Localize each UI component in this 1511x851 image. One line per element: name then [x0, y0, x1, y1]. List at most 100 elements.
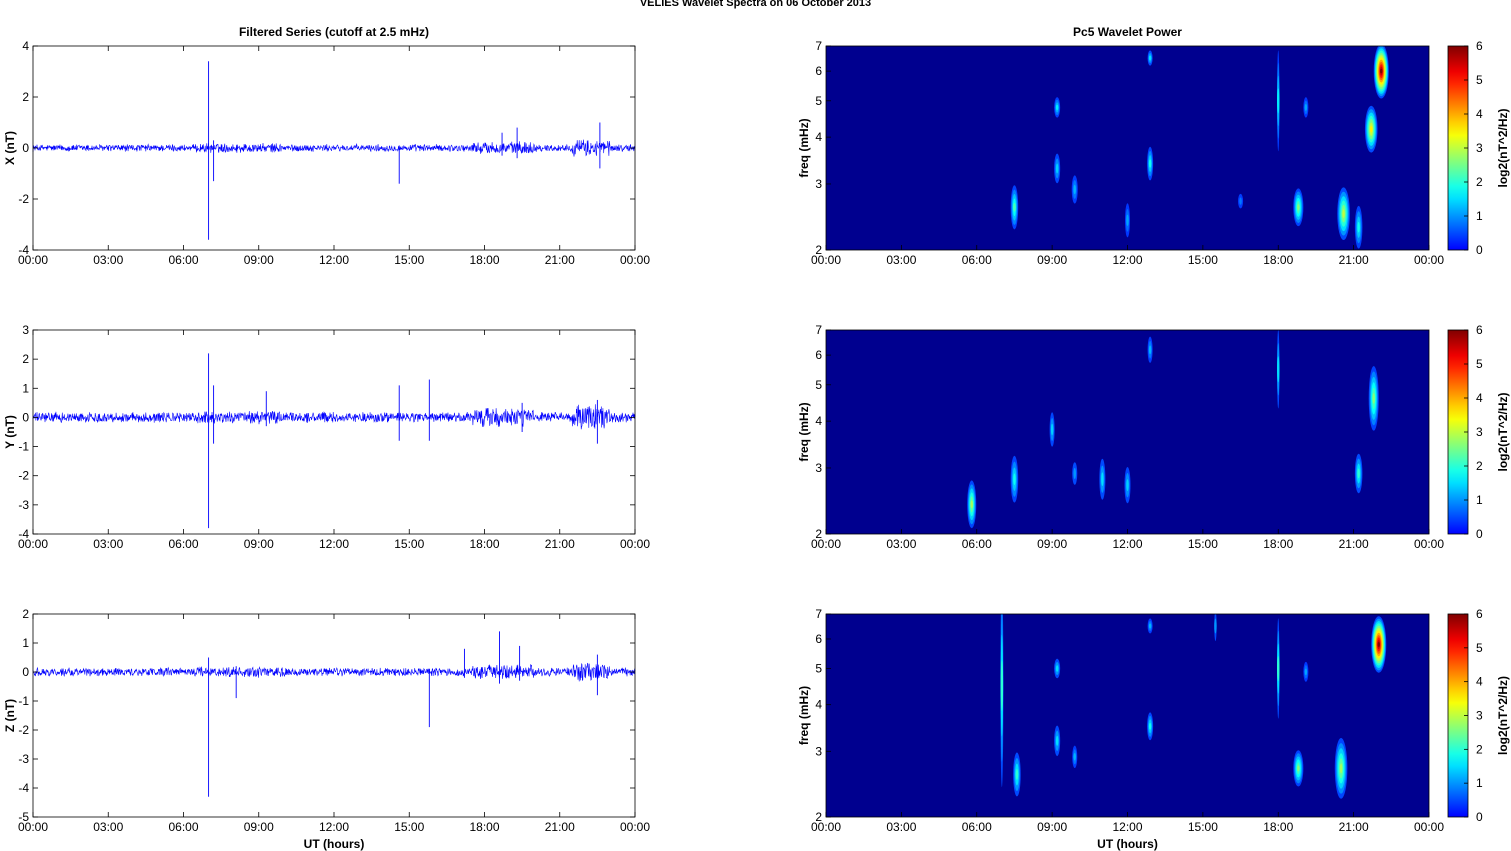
power-x-power-blob	[1380, 68, 1383, 74]
filtered-z-panel: -5 -4 -3 -2 -1 0 1 2 00:00 03:00 06:00 09:00 12:00 15…	[3, 607, 650, 834]
power-y-colorbar-tick-label: 2	[1476, 459, 1483, 473]
filtered-z-ytick-label: -3	[18, 752, 29, 766]
power-x-power-blob	[1073, 184, 1076, 195]
filtered-y-ytick-label: -1	[18, 440, 29, 454]
power-z-ytick-label: 3	[815, 744, 822, 758]
power-z-ytick-label: 4	[815, 698, 822, 712]
filtered-y-ytick-label: -2	[18, 469, 29, 483]
power-x-xtick-label: 00:00	[1414, 253, 1444, 267]
power-x-power-blob	[1055, 163, 1059, 174]
power-z-xtick-label: 09:00	[1037, 820, 1067, 834]
filtered-z-xtick-label: 00:00	[18, 820, 48, 834]
power-y-colorbar-tick-label: 6	[1476, 323, 1483, 337]
power-x-xtick-label: 12:00	[1112, 253, 1142, 267]
power-x-xtick-label: 03:00	[886, 253, 916, 267]
power-y-power-blob	[1277, 356, 1280, 383]
power-y-ytick-label: 5	[815, 378, 822, 392]
filtered-x-xtick-label: 03:00	[93, 253, 123, 267]
power-x-power-blob	[1148, 159, 1152, 168]
power-x-power-blob	[1126, 214, 1129, 226]
power-x-xtick-label: 15:00	[1188, 253, 1218, 267]
filtered-y-ytick-label: -4	[18, 527, 29, 541]
power-z-power-blob	[1377, 642, 1380, 647]
filtered-y-xtick-label: 06:00	[168, 537, 198, 551]
power-y-power-blob	[1013, 473, 1016, 486]
power-z-power-blob	[1297, 765, 1300, 772]
filtered-y-ytick-label: 0	[22, 410, 29, 424]
filtered-x-ytick-label: -4	[18, 243, 29, 257]
power-y-ytick-label: 7	[815, 323, 822, 337]
power-z-background	[826, 614, 1429, 817]
filtered-z-xtick-label: 09:00	[244, 820, 274, 834]
power-x-power-blob	[1370, 125, 1373, 133]
power-z-colorbar-tick-label: 5	[1476, 641, 1483, 655]
power-z-ytick-label: 5	[815, 662, 822, 676]
power-y-xtick-label: 12:00	[1112, 537, 1142, 551]
power-y-ytick-label: 6	[815, 348, 822, 362]
power-y-xtick-label: 03:00	[886, 537, 916, 551]
power-x-colorbar-label: log2(nT^2/Hz)	[1496, 108, 1510, 187]
filtered-x-xtick-label: 12:00	[319, 253, 349, 267]
figure-title: VELIES Wavelet Spectra on 06 October 201…	[639, 0, 872, 9]
power-y-xtick-label: 00:00	[1414, 537, 1444, 551]
power-y-colorbar-tick-label: 0	[1476, 527, 1483, 541]
power-z-power-blob	[1148, 623, 1152, 629]
power-y-panel: 2 3 4 5 6 7 00:00 03:00 06:00 09:00 12:00 15:00 18:0…	[797, 323, 1510, 551]
power-y-power-blob	[1050, 423, 1054, 436]
power-z-power-blob	[1277, 655, 1280, 682]
filtered-z-ytick-label: 2	[22, 607, 29, 621]
filtered-y-ylabel: Y (nT)	[3, 415, 17, 449]
power-y-power-blob	[1372, 392, 1375, 404]
power-y-xtick-label: 15:00	[1188, 537, 1218, 551]
power-y-xtick-label: 18:00	[1263, 537, 1293, 551]
power-y-colorbar-tick-label: 4	[1476, 391, 1483, 405]
filtered-y-xtick-label: 15:00	[394, 537, 424, 551]
power-y-power-blob	[1148, 345, 1152, 355]
filtered-x-trace	[32, 139, 636, 157]
power-x-xtick-label: 00:00	[811, 253, 841, 267]
power-z-colorbar-tick-label: 4	[1476, 675, 1483, 689]
power-y-xtick-label: 06:00	[962, 537, 992, 551]
filtered-x-xtick-label: 06:00	[168, 253, 198, 267]
power-x-xtick-label: 18:00	[1263, 253, 1293, 267]
left-column-title: Filtered Series (cutoff at 2.5 mHz)	[239, 25, 429, 39]
power-x-power-blob	[1148, 55, 1152, 61]
power-y-colorbar-tick-label: 1	[1476, 493, 1483, 507]
power-y-power-blob	[1101, 472, 1104, 487]
filtered-y-plot-area	[33, 330, 635, 534]
power-z-ytick-label: 6	[815, 632, 822, 646]
filtered-y-xtick-label: 09:00	[244, 537, 274, 551]
filtered-x-panel: -4 -2 0 2 4 00:00 03:00 06:00 09:00 12:00 15:00 18:…	[3, 39, 650, 267]
filtered-x-xtick-label: 18:00	[469, 253, 499, 267]
power-x-colorbar-tick-label: 1	[1476, 209, 1483, 223]
power-x-ylabel: freq (mHz)	[797, 118, 811, 177]
filtered-y-ytick-label: -3	[18, 498, 29, 512]
power-y-ytick-label: 4	[815, 414, 822, 428]
power-x-power-blob	[1342, 209, 1345, 219]
filtered-y-xtick-label: 03:00	[93, 537, 123, 551]
power-x-power-blob	[1304, 104, 1308, 111]
filtered-y-xtick-label: 00:00	[18, 537, 48, 551]
filtered-x-xtick-label: 00:00	[620, 253, 650, 267]
power-z-xtick-label: 03:00	[886, 820, 916, 834]
filtered-x-xtick-label: 00:00	[18, 253, 48, 267]
power-x-ytick-label: 4	[815, 130, 822, 144]
power-z-power-blob	[1339, 763, 1343, 774]
power-x-power-blob	[1239, 197, 1242, 205]
power-z-panel: 2 3 4 5 6 7 00:00 03:00 06:00 09:00 12:00 15:00 18:0…	[797, 607, 1510, 834]
power-y-xtick-label: 21:00	[1339, 537, 1369, 551]
power-z-xtick-label: 00:00	[811, 820, 841, 834]
filtered-x-ylabel: X (nT)	[3, 131, 17, 165]
filtered-z-xtick-label: 00:00	[620, 820, 650, 834]
power-z-ylabel: freq (mHz)	[797, 686, 811, 745]
power-y-power-blob	[1073, 467, 1076, 480]
power-y-xtick-label: 09:00	[1037, 537, 1067, 551]
power-y-background	[826, 330, 1429, 534]
power-z-power-blob	[1148, 722, 1152, 730]
filtered-z-ytick-label: -2	[18, 723, 29, 737]
filtered-y-ytick-label: 3	[22, 323, 29, 337]
power-x-xtick-label: 06:00	[962, 253, 992, 267]
filtered-x-xtick-label: 21:00	[545, 253, 575, 267]
power-z-xtick-label: 15:00	[1188, 820, 1218, 834]
filtered-z-ytick-label: 1	[22, 636, 29, 650]
